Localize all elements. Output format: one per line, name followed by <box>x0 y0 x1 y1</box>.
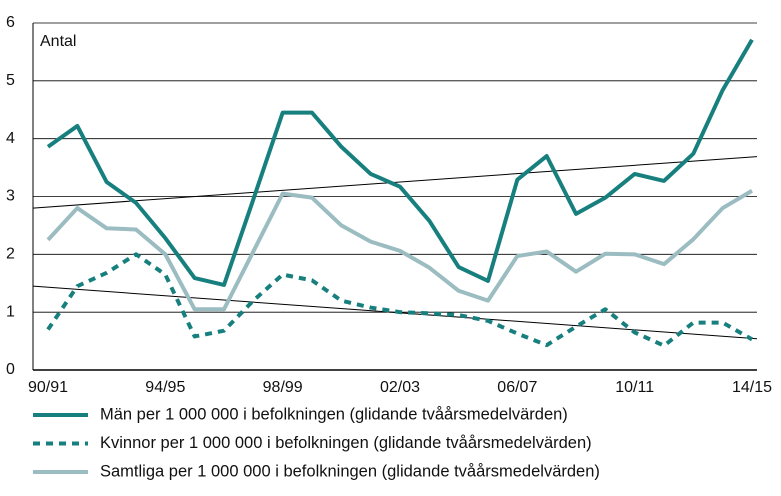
y-axis-label: Antal <box>40 33 76 50</box>
x-tick-label: 90/91 <box>28 379 68 396</box>
legend-label: Kvinnor per 1 000 000 i befolkningen (gl… <box>100 434 592 452</box>
x-tick-label: 02/03 <box>380 379 420 396</box>
legend-label: Samtliga per 1 000 000 i befolkningen (g… <box>100 462 600 480</box>
y-tick-label: 1 <box>6 303 15 320</box>
trend-line <box>32 285 758 340</box>
y-tick-label: 5 <box>6 72 15 89</box>
y-tick-label: 3 <box>6 188 15 205</box>
y-tick-label: 0 <box>6 361 15 378</box>
series-line <box>46 38 754 287</box>
x-tick-label: 94/95 <box>145 379 185 396</box>
y-tick-label: 2 <box>6 246 15 263</box>
x-tick-label: 98/99 <box>263 379 303 396</box>
x-tick-label: 10/11 <box>615 379 654 396</box>
x-tick-label: 14/15 <box>732 379 772 396</box>
series-line <box>46 252 753 348</box>
x-tick-label: 06/07 <box>497 379 537 396</box>
y-tick-label: 4 <box>6 130 15 147</box>
series-line <box>46 188 754 312</box>
legend-label: Män per 1 000 000 i befolkningen (glidan… <box>100 405 568 423</box>
y-tick-label: 6 <box>6 14 15 31</box>
